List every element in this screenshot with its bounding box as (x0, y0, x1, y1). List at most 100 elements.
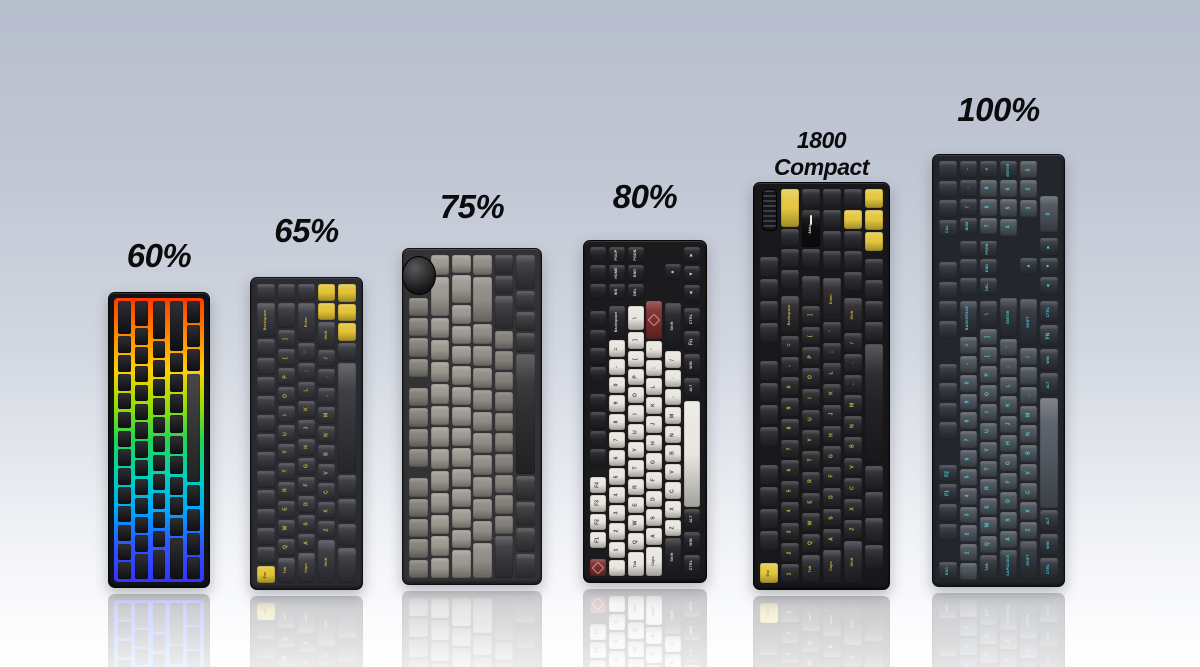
keycap-legend: J (828, 412, 835, 416)
keycap (187, 349, 200, 372)
modifier-keycap (939, 321, 957, 339)
alpha-keycap: X (1020, 502, 1038, 520)
alpha-keycap: D (646, 490, 663, 508)
alpha-keycap: F (646, 471, 663, 489)
modifier-keycap (760, 531, 779, 551)
modifier-keycap (590, 348, 607, 365)
layout-gap (590, 467, 607, 476)
key-column: 3 2 1 ▲ SHIFT /., M N B V C X Z SHIFT (1019, 160, 1038, 581)
keycap-legend: O (632, 393, 639, 398)
modifier-keycap: = (781, 335, 800, 355)
key-deck: CAL F2 F1 ESC -. / NUM BACKSPACE = -0 9 8 7 6 5 4 3 2 1 ` +9… (938, 160, 1059, 581)
modifier-keycap (760, 427, 779, 447)
alpha-keycap (430, 361, 450, 382)
keycap (135, 301, 149, 326)
alpha-keycap: S (999, 511, 1018, 529)
keycap (135, 365, 149, 383)
keycap: N (318, 425, 336, 444)
key-column: +9 8 7 PGDN END DEL \] [P O I U Y T R E W Q TAB (979, 160, 998, 581)
alpha-keycap: 4 (999, 218, 1018, 236)
keycap: / (318, 349, 336, 367)
alpha-keycap: G (646, 453, 663, 470)
label-1800-line2: Compact (774, 154, 869, 180)
keycap (187, 325, 200, 348)
modifier-keycap (864, 279, 883, 300)
keycap (118, 336, 132, 353)
layout-gap (1039, 296, 1058, 300)
keycap-legend: F (303, 483, 309, 487)
keycap (118, 487, 132, 504)
keycap (152, 473, 166, 491)
keycap-legend: N (1025, 432, 1032, 436)
modifier-keycap (843, 189, 862, 208)
modifier-keycap: Fn (683, 331, 700, 353)
modifier-keycap: - (781, 356, 800, 376)
modifier-keycap: Caps (822, 550, 841, 583)
modifier-keycap (590, 265, 607, 282)
modifier-keycap: Q (802, 534, 821, 553)
keycap-legend: U (807, 417, 814, 421)
alpha-keycap: R (979, 479, 998, 497)
layout-gap (627, 301, 644, 305)
keycap-legend: END (985, 263, 990, 272)
keycap-legend: ALT (1046, 517, 1051, 525)
keycap-legend: DEL (632, 287, 637, 296)
alpha-keycap (494, 515, 514, 535)
alpha-keycap: = (959, 337, 977, 354)
keycap (135, 554, 149, 579)
modifier-keycap: ' (822, 321, 841, 341)
modifier-keycap: 8 (781, 418, 800, 438)
modifier-keycap (516, 255, 535, 289)
alpha-keycap: [ (979, 347, 998, 365)
modifier-keycap: HOME (609, 265, 625, 282)
keycap (135, 478, 149, 496)
keycap-legend: U (282, 431, 289, 436)
key-deck: Backspace Esc] [P O I U Y T R E W Q Tab Enter '; L K J H G F… (256, 283, 357, 584)
keycap-legend: V (323, 470, 330, 475)
alpha-keycap: V (665, 463, 681, 481)
keycap: Tab (277, 557, 296, 583)
alpha-keycap: - (959, 355, 977, 373)
keycap-legend: CTRL (688, 313, 693, 324)
volume-knob (401, 256, 436, 295)
function-row-keycap (409, 539, 428, 558)
alpha-keycap (473, 389, 492, 410)
modifier-keycap: W (802, 513, 821, 533)
keycap-legend: . (323, 376, 330, 379)
key-column: Enter '; L K J H G F D S A Caps (297, 283, 316, 584)
keycap-legend: , (1025, 394, 1032, 397)
keycap-legend: D (828, 495, 835, 500)
modifier-keycap: D (822, 487, 841, 507)
keycap-legend: E (282, 507, 289, 511)
modifier-keycap (802, 275, 821, 304)
layout-gap (780, 290, 800, 296)
keycap-legend: . (669, 377, 676, 380)
keycap-legend: M (669, 413, 676, 418)
keycap-legend: H (1005, 441, 1012, 446)
keycap-legend: Q (807, 541, 814, 546)
alpha-keycap: O (627, 387, 644, 404)
keycap (135, 460, 149, 477)
keycap: J (297, 419, 316, 437)
keycap (338, 499, 356, 522)
keycap (152, 530, 166, 548)
keycap-legend: ▲ (1025, 263, 1032, 269)
keycap-legend: , (669, 396, 676, 398)
key-column: PGDN END DEL \] [P O I U Y T R E W Q Tab (627, 246, 644, 577)
modifier-keycap: CTRL (1040, 301, 1058, 324)
layout-gap (760, 448, 780, 464)
alpha-keycap (452, 305, 471, 324)
modifier-keycap: PGUP (609, 247, 625, 264)
keycap-legend: C (323, 489, 330, 494)
keycap-legend: CTRL (1046, 563, 1051, 575)
keycap-legend: S (1005, 518, 1012, 522)
alpha-keycap (430, 449, 450, 469)
keycap-legend: PGDN (632, 249, 637, 261)
keycap-legend: END (632, 269, 637, 278)
alpha-keycap: H (999, 434, 1018, 452)
alpha-keycap: P (979, 366, 998, 384)
modifier-keycap: PGDN (627, 247, 644, 264)
key-column (337, 283, 356, 584)
keycap: D (297, 495, 316, 514)
modifier-keycap: [ (802, 326, 821, 346)
